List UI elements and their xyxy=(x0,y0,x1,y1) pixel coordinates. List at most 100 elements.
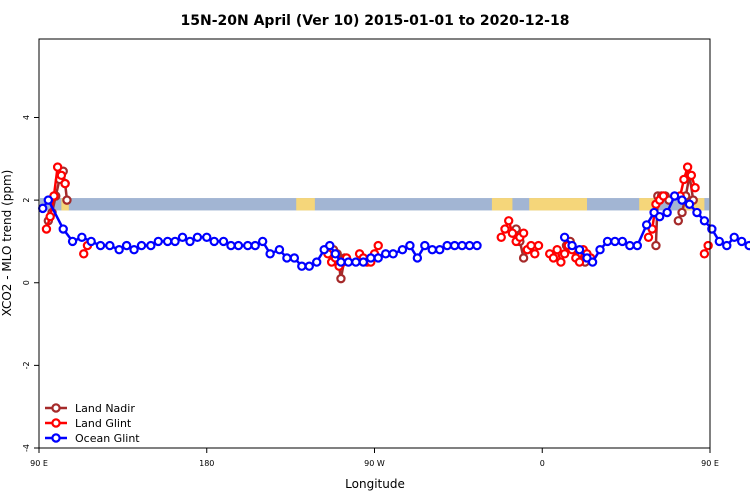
data-point xyxy=(405,240,415,251)
data-point xyxy=(373,253,383,263)
data-point xyxy=(60,178,70,189)
legend-swatch-marker xyxy=(51,418,61,428)
x-tick-label: 0 xyxy=(540,459,545,468)
data-point xyxy=(343,257,354,267)
data-point xyxy=(243,240,253,251)
data-point xyxy=(595,244,605,255)
data-point xyxy=(729,232,739,243)
data-point xyxy=(380,249,391,259)
data-point xyxy=(651,240,661,251)
data-point xyxy=(250,240,260,251)
data-point xyxy=(177,232,188,243)
legend: Land Nadir Land Glint Ocean Glint xyxy=(45,402,140,445)
data-point xyxy=(38,203,48,214)
data-point xyxy=(62,195,72,205)
data-point xyxy=(632,240,643,251)
data-point xyxy=(617,236,628,247)
data-point xyxy=(574,244,585,255)
y-tick-label: 4 xyxy=(22,115,31,120)
data-point xyxy=(192,232,203,243)
x-axis-label: Longitude xyxy=(345,477,405,491)
data-point xyxy=(707,224,717,234)
data-point xyxy=(435,244,445,255)
data-point xyxy=(388,249,398,259)
land-span xyxy=(296,198,315,211)
data-point xyxy=(67,236,78,247)
data-point xyxy=(518,228,529,238)
data-point xyxy=(226,240,236,251)
data-point xyxy=(699,216,710,226)
data-point xyxy=(162,236,173,247)
data-point xyxy=(330,249,341,259)
data-point xyxy=(153,236,163,247)
x-tick-label: 90 E xyxy=(30,459,48,468)
legend-swatch-marker xyxy=(51,403,61,413)
data-point xyxy=(373,240,383,251)
data-point xyxy=(518,253,529,263)
data-point xyxy=(86,236,96,247)
data-point xyxy=(129,244,139,255)
data-point xyxy=(449,240,460,251)
data-point xyxy=(121,240,132,251)
data-point xyxy=(41,224,52,234)
data-point xyxy=(95,240,106,251)
legend-item: Land Glint xyxy=(45,417,132,430)
y-tick-label: 0 xyxy=(22,280,31,285)
data-point xyxy=(209,236,219,247)
data-point xyxy=(420,240,430,251)
data-point xyxy=(602,236,613,247)
data-point xyxy=(79,249,89,259)
data-point xyxy=(457,240,467,251)
data-point xyxy=(690,183,700,193)
data-point xyxy=(530,249,540,259)
data-point xyxy=(500,224,510,234)
series-ocean-glint xyxy=(38,191,750,271)
data-point xyxy=(703,240,713,251)
data-point xyxy=(297,261,307,271)
data-point xyxy=(412,253,423,263)
data-point xyxy=(643,232,654,243)
data-point xyxy=(673,216,684,226)
data-point xyxy=(218,236,229,247)
data-point xyxy=(257,236,268,247)
chart-title: 15N-20N April (Ver 10) 2015-01-01 to 202… xyxy=(181,13,570,29)
data-point xyxy=(556,257,566,267)
data-point xyxy=(714,236,725,247)
data-point xyxy=(282,253,292,263)
legend-swatch-marker xyxy=(51,433,61,443)
land-span xyxy=(639,198,655,211)
data-point xyxy=(658,191,669,201)
data-point xyxy=(662,207,672,218)
data-point xyxy=(533,240,544,251)
data-point xyxy=(472,240,482,251)
legend-item: Ocean Glint xyxy=(45,432,140,445)
data-point xyxy=(325,240,335,251)
data-point xyxy=(185,236,195,247)
data-point xyxy=(289,253,300,263)
data-point xyxy=(677,195,687,205)
legend-label: Land Glint xyxy=(75,417,132,430)
legend-item: Land Nadir xyxy=(45,402,135,415)
data-point xyxy=(336,273,346,284)
data-point xyxy=(559,232,570,243)
data-point xyxy=(45,211,55,222)
data-point xyxy=(496,232,506,243)
x-tick-label: 90 W xyxy=(364,459,385,468)
data-point xyxy=(366,253,376,263)
data-point xyxy=(274,244,285,255)
data-point xyxy=(351,257,361,267)
data-point xyxy=(677,207,687,218)
data-point xyxy=(744,240,750,251)
data-point xyxy=(233,240,244,251)
data-point xyxy=(669,191,680,201)
land-ocean-band xyxy=(40,198,709,211)
data-point xyxy=(136,240,147,251)
data-point xyxy=(56,170,67,181)
series-layer xyxy=(38,162,750,284)
data-point xyxy=(548,253,559,263)
land-span xyxy=(491,198,513,211)
data-point xyxy=(146,240,156,251)
data-point xyxy=(559,249,570,259)
data-point xyxy=(686,170,697,181)
